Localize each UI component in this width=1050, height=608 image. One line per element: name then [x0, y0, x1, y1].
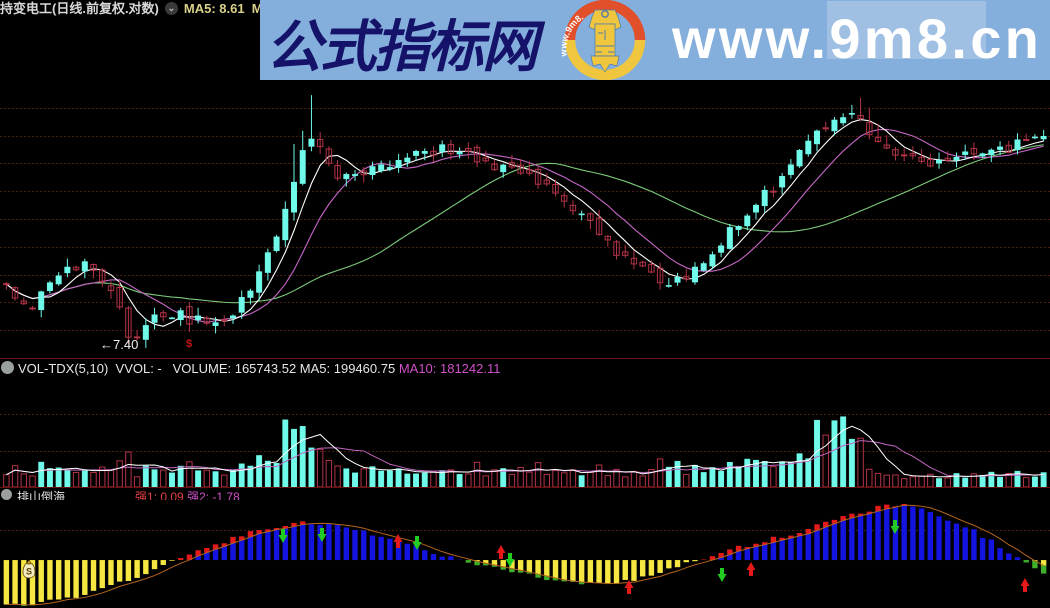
svg-text:S: S — [26, 567, 32, 577]
